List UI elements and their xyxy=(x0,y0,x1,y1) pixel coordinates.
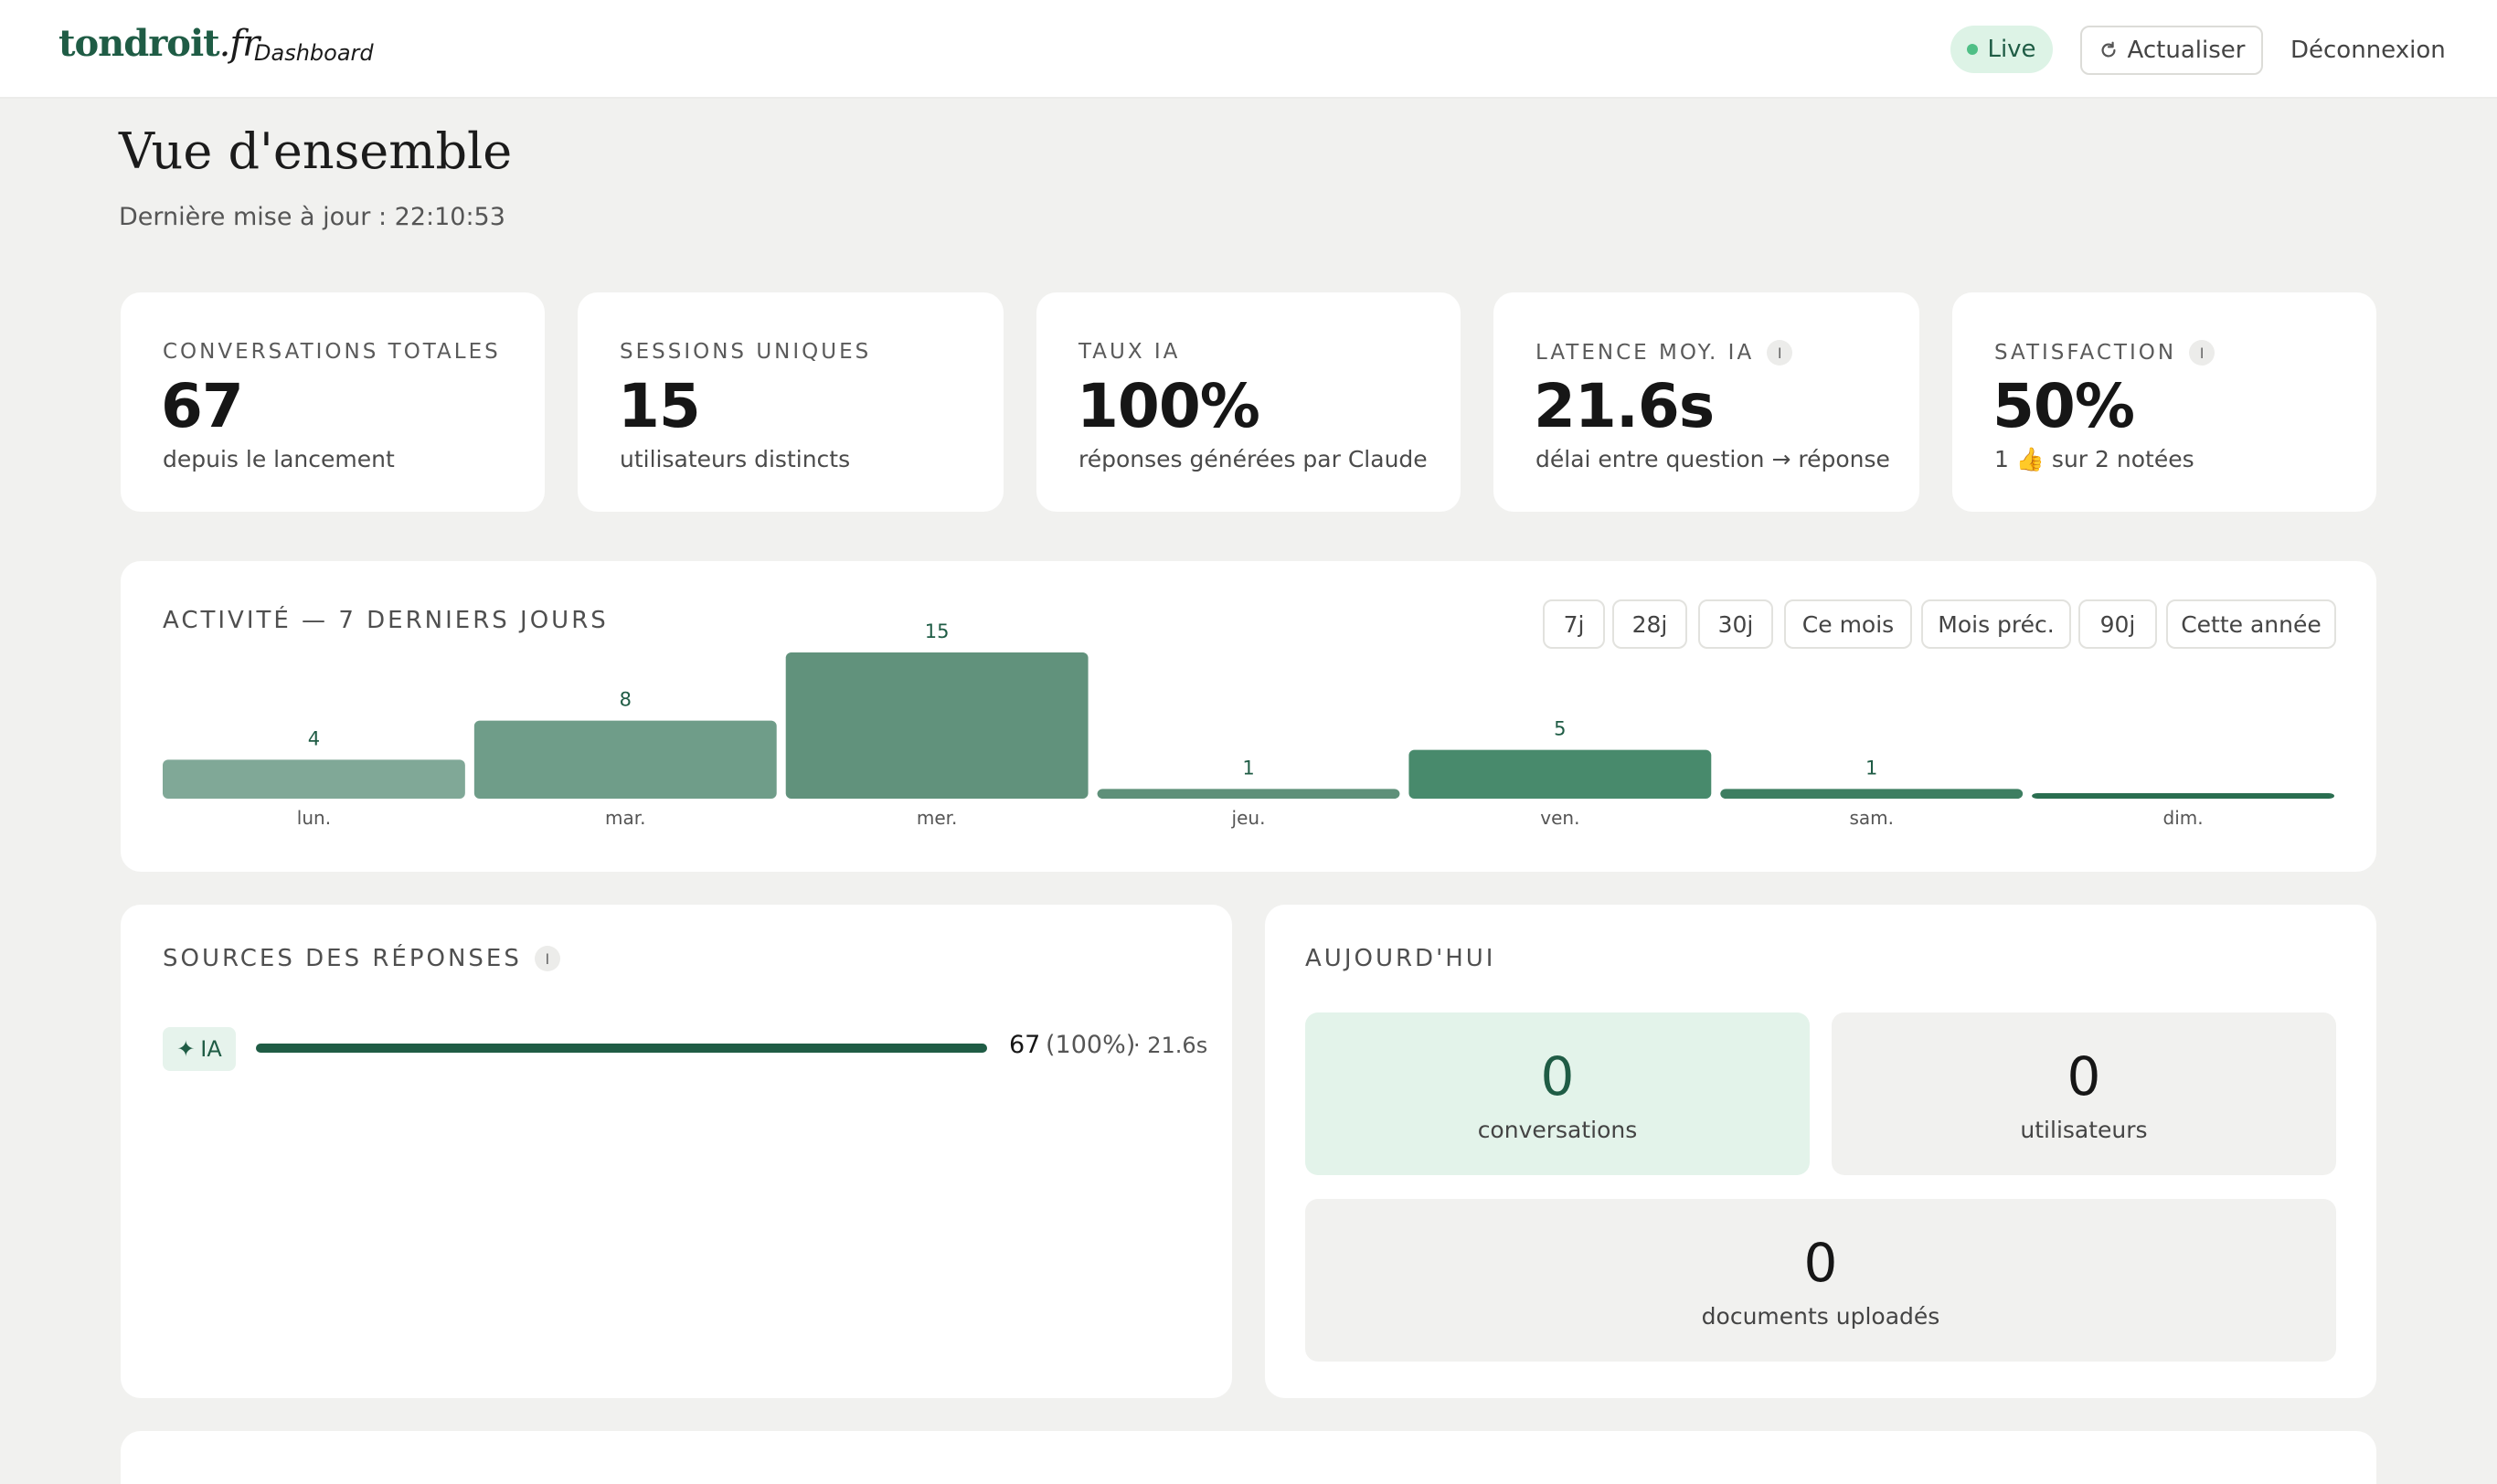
sources-title: Sources des réponses i xyxy=(163,945,560,972)
source-tag-ia: ✦ IA xyxy=(163,1027,236,1071)
activity-bar[interactable] xyxy=(473,720,777,799)
kpi-subtext: délai entre question → réponse xyxy=(1535,446,1890,472)
today-value: 0 xyxy=(2067,1044,2101,1108)
source-percent: (100%) xyxy=(1046,1031,1136,1059)
today-title: Aujourd'hui xyxy=(1305,945,1496,972)
activity-bar[interactable] xyxy=(2032,793,2334,799)
activity-bar[interactable] xyxy=(1408,749,1712,799)
kpi-label: Latence moy. IA i xyxy=(1535,340,1793,366)
refresh-button[interactable]: Actualiser xyxy=(2080,26,2263,75)
today-label: documents uploadés xyxy=(1701,1302,1940,1330)
kpi-card-sessions: Sessions uniques 15 utilisateurs distinc… xyxy=(578,292,1004,512)
source-progress-fill xyxy=(256,1044,987,1053)
last-update-text: Dernière mise à jour : 22:10:53 xyxy=(119,203,505,231)
kpi-label: Taux IA xyxy=(1078,340,1181,364)
kpi-label: Conversations totales xyxy=(163,340,501,364)
source-latency: · 21.6s xyxy=(1133,1033,1208,1058)
today-tile-conversations: 0 conversations xyxy=(1305,1012,1810,1175)
x-tick-label: sam. xyxy=(1849,807,1894,829)
refresh-label: Actualiser xyxy=(2127,37,2246,64)
brand-name: tondroit xyxy=(58,22,220,65)
today-tile-documents: 0 documents uploadés xyxy=(1305,1199,2336,1362)
x-tick-label: lun. xyxy=(297,807,331,829)
bar-value-label: 4 xyxy=(308,727,320,749)
info-icon[interactable]: i xyxy=(534,946,560,971)
x-tick-label: jeu. xyxy=(1231,807,1266,829)
bar-value-label: 5 xyxy=(1554,718,1566,740)
kpi-card-latency: Latence moy. IA i 21.6s délai entre ques… xyxy=(1493,292,1919,512)
kpi-card-ai-rate: Taux IA 100% réponses générées par Claud… xyxy=(1036,292,1461,512)
kpi-subtext: 1 👍 sur 2 notées xyxy=(1994,446,2194,472)
info-icon[interactable]: i xyxy=(1767,340,1793,366)
kpi-label: Satisfaction i xyxy=(1994,340,2215,366)
costs-card xyxy=(121,1431,2376,1484)
activity-title: Activité — 7 derniers jours xyxy=(163,607,609,634)
kpi-subtext: depuis le lancement xyxy=(163,446,395,472)
today-value: 0 xyxy=(1803,1231,1838,1294)
brand-tld: .fr xyxy=(218,23,260,65)
logout-link[interactable]: Déconnexion xyxy=(2290,37,2446,64)
source-count: 67 xyxy=(1009,1031,1041,1059)
live-label: Live xyxy=(1987,36,2036,63)
top-bar: tondroit.fr Dashboard Live Actualiser Dé… xyxy=(0,0,2497,99)
range-button-this-year[interactable]: Cette année xyxy=(2166,599,2336,649)
kpi-value: 50% xyxy=(1992,371,2135,441)
kpi-subtext: utilisateurs distincts xyxy=(620,446,851,472)
page-title: Vue d'ensemble xyxy=(119,122,513,180)
range-button-prev-month[interactable]: Mois préc. xyxy=(1921,599,2071,649)
bar-value-label: 1 xyxy=(1242,757,1254,779)
brand-subtitle: Dashboard xyxy=(254,40,374,66)
activity-bar[interactable] xyxy=(1097,789,1400,799)
live-badge: Live xyxy=(1950,26,2053,73)
bar-value-label: 8 xyxy=(620,689,632,711)
kpi-value: 67 xyxy=(161,371,244,441)
info-icon[interactable]: i xyxy=(2189,340,2215,366)
kpi-card-conversations: Conversations totales 67 depuis le lance… xyxy=(121,292,545,512)
today-value: 0 xyxy=(1540,1044,1575,1108)
today-label: conversations xyxy=(1477,1116,1638,1143)
activity-bar[interactable] xyxy=(1720,789,2024,799)
range-button-this-month[interactable]: Ce mois xyxy=(1784,599,1912,649)
x-tick-label: ven. xyxy=(1540,807,1579,829)
kpi-value: 100% xyxy=(1077,371,1260,441)
today-label: utilisateurs xyxy=(2020,1116,2148,1143)
source-progress-track xyxy=(256,1044,987,1053)
x-tick-label: mar. xyxy=(605,807,645,829)
brand-logo[interactable]: tondroit.fr xyxy=(58,22,260,65)
range-button-28j[interactable]: 28j xyxy=(1612,599,1687,649)
source-tag-label: IA xyxy=(200,1036,222,1062)
activity-bar-chart: 4 lun. 8 mar. 15 mer. 1 jeu. 5 ven. 1 sam. dim. xyxy=(163,620,2334,829)
range-button-90j[interactable]: 90j xyxy=(2078,599,2157,649)
bar-value-label: 1 xyxy=(1865,757,1877,779)
bar-value-label: 15 xyxy=(925,620,950,642)
sparkle-icon: ✦ xyxy=(176,1036,196,1062)
today-tile-users: 0 utilisateurs xyxy=(1832,1012,2336,1175)
sources-card xyxy=(121,905,1232,1398)
range-button-30j[interactable]: 30j xyxy=(1698,599,1773,649)
range-button-7j[interactable]: 7j xyxy=(1543,599,1605,649)
kpi-value: 21.6s xyxy=(1534,371,1715,441)
activity-card: Activité — 7 derniers jours 7j 28j 30j C… xyxy=(121,561,2376,872)
activity-bar[interactable] xyxy=(163,759,465,799)
live-dot-icon xyxy=(1967,44,1979,55)
kpi-subtext: réponses générées par Claude xyxy=(1078,446,1428,472)
activity-bar[interactable] xyxy=(785,652,1089,799)
kpi-label: Sessions uniques xyxy=(620,340,872,364)
x-tick-label: dim. xyxy=(2163,807,2204,829)
kpi-card-satisfaction: Satisfaction i 50% 1 👍 sur 2 notées xyxy=(1952,292,2376,512)
refresh-icon xyxy=(2101,41,2116,58)
kpi-value: 15 xyxy=(618,371,701,441)
x-tick-label: mer. xyxy=(917,807,958,829)
